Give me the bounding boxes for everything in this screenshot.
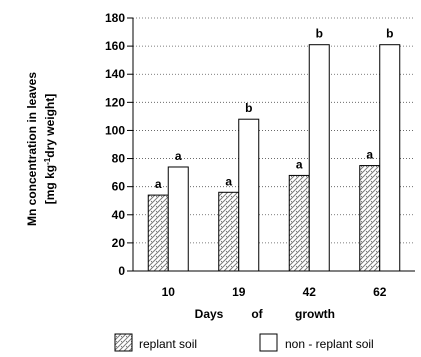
legend-label-non-replant-soil: non - replant soil	[285, 337, 374, 351]
x-tick-label-10: 10	[162, 285, 176, 299]
x-axis-title-word-2: of	[251, 307, 263, 321]
y-tick-label-100: 100	[105, 123, 125, 137]
x-axis-title-word-3: growth	[295, 307, 335, 321]
bar-replant-19	[218, 191, 240, 272]
bar-replant-42	[288, 174, 310, 272]
y-tick-label-160: 160	[105, 39, 125, 53]
y-axis-title-line2: [mg kg-1dry weight]	[43, 94, 58, 204]
x-tick-label-19: 19	[232, 285, 246, 299]
bar-non-replant-10	[167, 166, 189, 272]
legend-swatch-non-replant-soil	[259, 333, 278, 352]
significance-letter-non-replant-19: b	[245, 101, 252, 115]
significance-letter-replant-10: a	[155, 177, 162, 191]
x-axis-title-word-1: Days	[195, 307, 224, 321]
y-tick-label-60: 60	[112, 180, 126, 194]
significance-letter-replant-42: a	[296, 157, 303, 171]
y-tick-label-20: 20	[112, 236, 126, 250]
axes	[127, 17, 415, 272]
y-tick-label-40: 40	[112, 208, 126, 222]
significance-letter-replant-62: a	[366, 148, 373, 162]
y-tick-label-80: 80	[112, 152, 126, 166]
x-tick-label-62: 62	[373, 285, 387, 299]
legend-swatch-replant-soil	[114, 333, 133, 352]
bars	[147, 44, 401, 272]
significance-letter-non-replant-42: b	[316, 27, 323, 41]
significance-letter-non-replant-62: b	[386, 27, 393, 41]
x-axis-title: Days of growth	[195, 307, 335, 321]
significance-letter-replant-19: a	[225, 174, 232, 188]
y-tick-label-0: 0	[118, 264, 125, 278]
y-tick-label-140: 140	[105, 67, 125, 81]
y-axis-title: Mn concentration in leaves [mg kg-1dry w…	[25, 72, 57, 226]
y-tick-label-180: 180	[105, 11, 125, 25]
legend: replant soil non - replant soil	[114, 333, 374, 352]
y-tick-label-120: 120	[105, 95, 125, 109]
bar-replant-62	[359, 165, 381, 272]
significance-letter-non-replant-10: a	[175, 149, 182, 163]
bar-replant-10	[147, 194, 169, 272]
legend-label-replant-soil: replant soil	[139, 337, 197, 351]
bar-non-replant-42	[308, 44, 330, 272]
x-tick-label-42: 42	[303, 285, 317, 299]
y-axis-title-line1: Mn concentration in leaves	[25, 72, 39, 226]
bar-non-replant-62	[379, 44, 401, 272]
bar-non-replant-19	[238, 118, 260, 272]
